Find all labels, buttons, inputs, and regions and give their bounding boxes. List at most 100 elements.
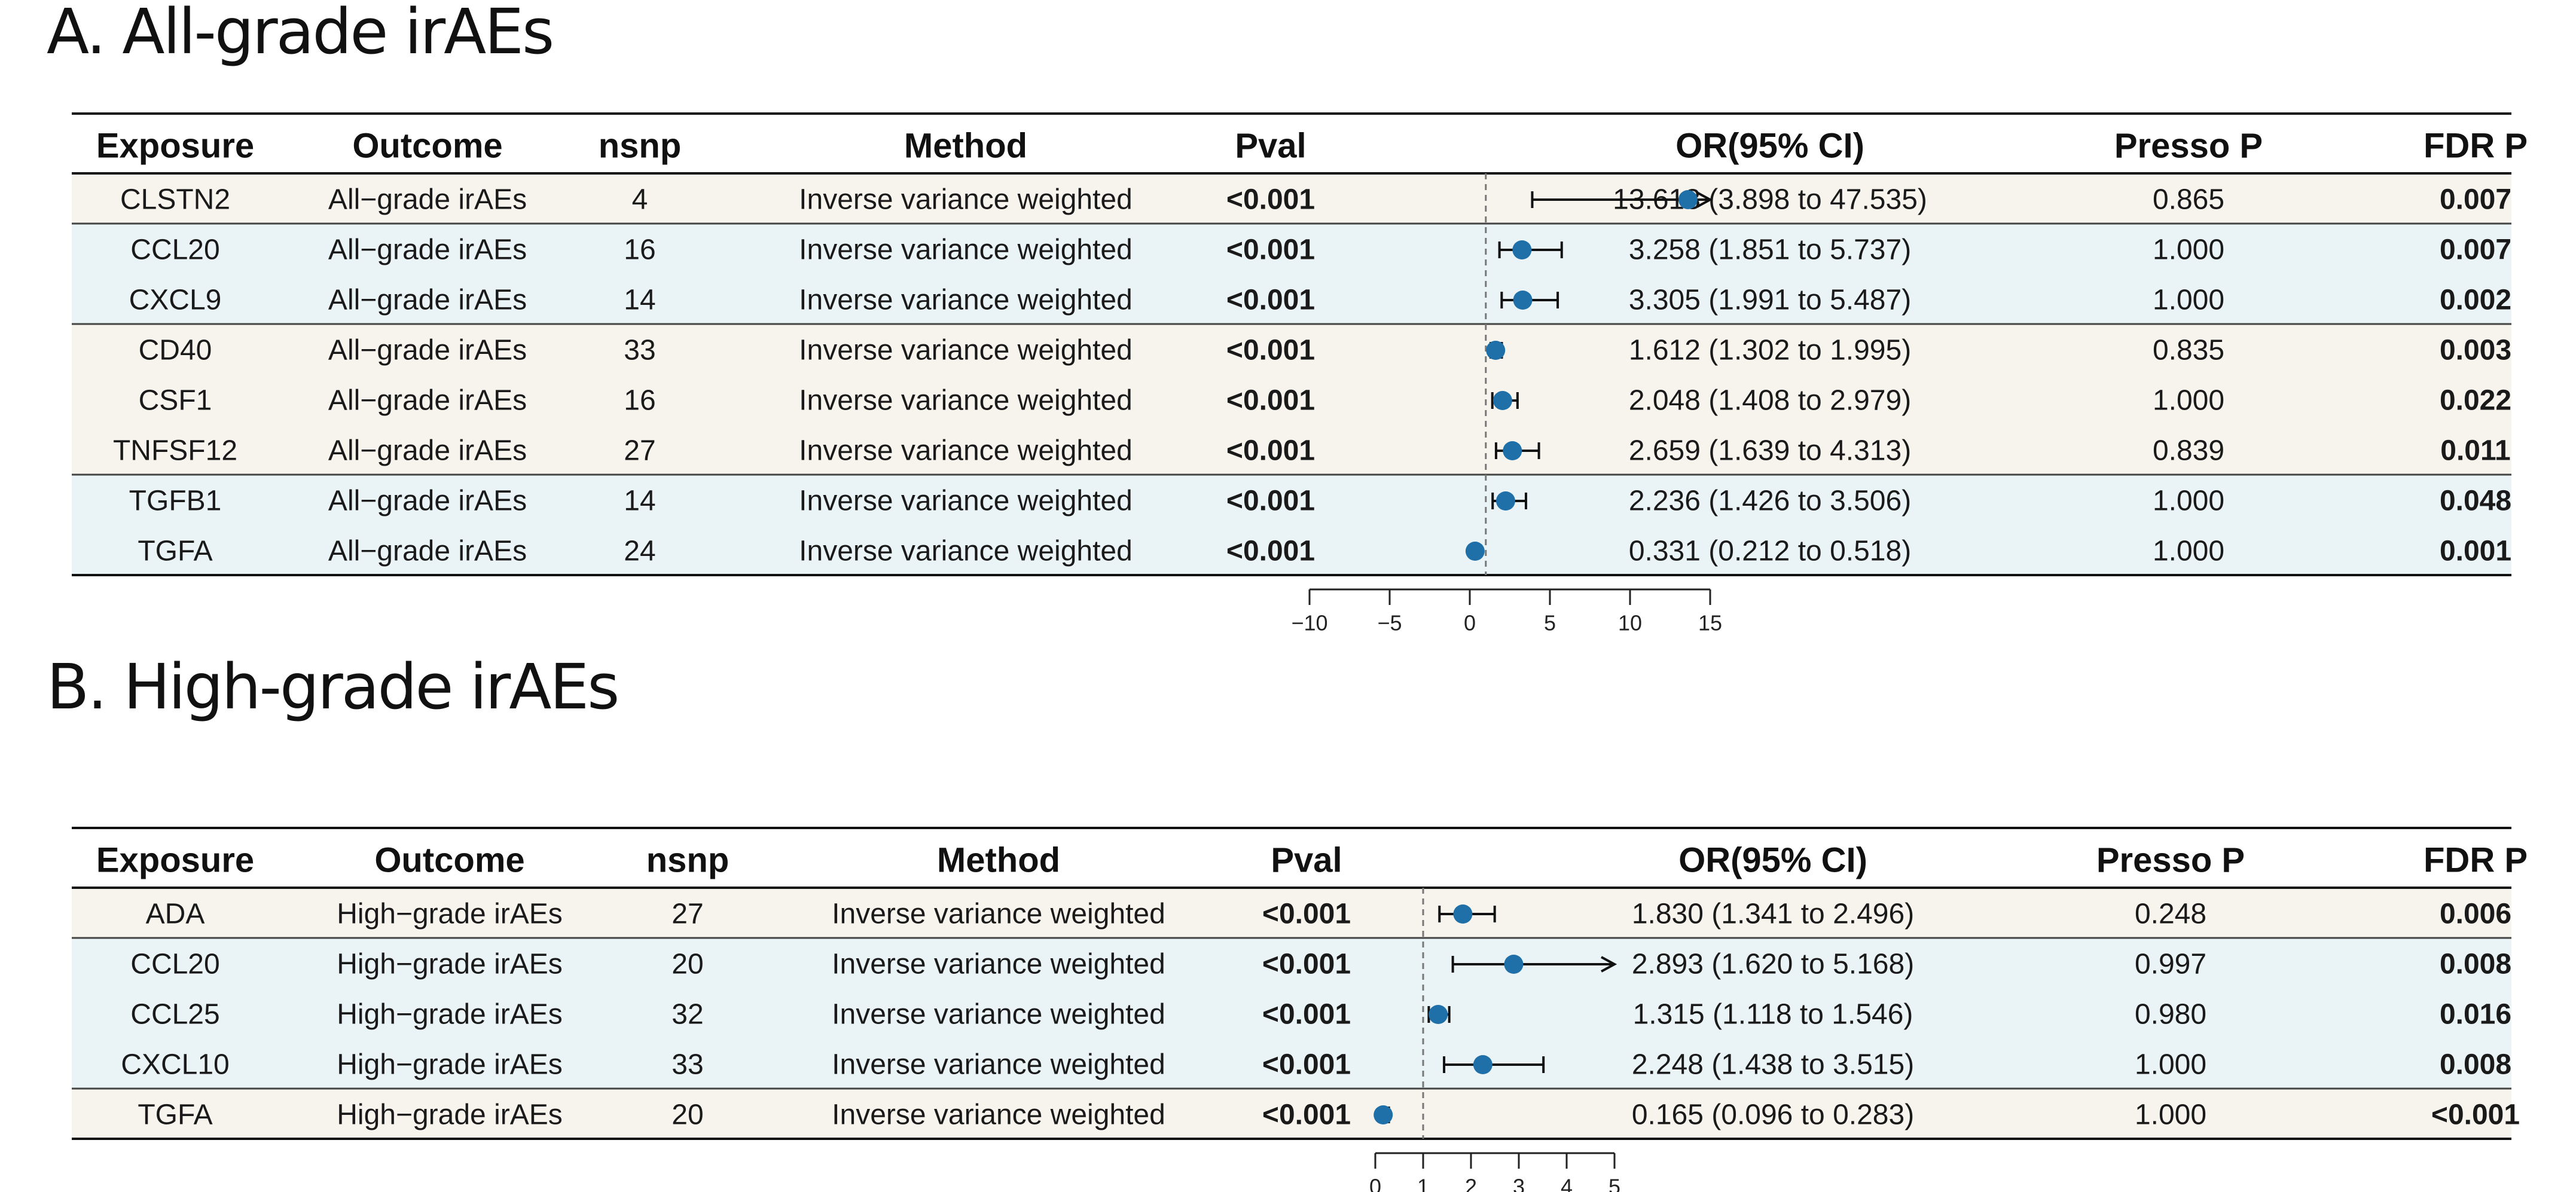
cell-nsnp: 33 [624,335,655,366]
cell-nsnp: 16 [624,385,655,417]
cell-outcome: High−grade irAEs [337,898,563,930]
column-header-or-ci: OR(95% CI) [1678,841,1867,880]
cell-exposure: CD40 [139,335,212,366]
table-row-background [72,938,2511,988]
cell-method: Inverse variance weighted [799,285,1133,316]
cell-nsnp: 27 [624,435,655,467]
table-row: TNFSF12 All−grade irAEs 27 Inverse variance… [113,435,2511,467]
cell-presso: 0.248 [2135,898,2206,930]
cell-exposure: CCL20 [130,234,219,266]
odds-ratio-point [1512,240,1532,259]
panel-b-title: B. High-grade irAEs [47,650,619,723]
cell-pval: <0.001 [1226,184,1315,216]
column-header-outcome: Outcome [374,841,524,880]
cell-outcome: High−grade irAEs [337,1049,563,1081]
cell-or-ci: 1.612 (1.302 to 1.995) [1629,335,1911,366]
table-row-background [72,173,2511,224]
odds-ratio-point [1493,391,1512,410]
x-axis: −10 −5 0 5 10 15 [1291,588,1722,635]
cell-fdr: 0.007 [2440,184,2511,216]
cell-presso: 0.865 [2153,184,2224,216]
cell-fdr: 0.008 [2440,949,2511,980]
cell-or-ci: 0.165 (0.096 to 0.283) [1632,1099,1914,1131]
cell-fdr: 0.003 [2440,335,2511,366]
x-tick-label: 10 [1618,611,1642,635]
cell-outcome: All−grade irAEs [328,285,527,316]
table-row-background [72,224,2511,274]
cell-method: Inverse variance weighted [832,1049,1165,1081]
cell-nsnp: 27 [672,898,703,930]
odds-ratio-point [1504,955,1524,974]
cell-nsnp: 14 [624,285,655,316]
x-tick-label: 4 [1561,1175,1573,1192]
column-header-fdr: FDR P [2424,127,2528,166]
table-row-background [72,274,2511,324]
cell-method: Inverse variance weighted [832,898,1165,930]
cell-pval: <0.001 [1262,999,1351,1031]
cell-nsnp: 16 [624,234,655,266]
cell-outcome: All−grade irAEs [328,184,527,216]
cell-outcome: All−grade irAEs [328,485,527,517]
table-row: CXCL10 High−grade irAEs 33 Inverse variance… [121,1049,2511,1081]
column-header-fdr: FDR P [2424,841,2528,880]
cell-presso: 1.000 [2135,1099,2206,1131]
cell-pval: <0.001 [1226,485,1315,517]
table-row: TGFA All−grade irAEs 24 Inverse variance we… [138,536,2511,567]
cell-nsnp: 14 [624,485,655,517]
cell-or-ci: 1.830 (1.341 to 2.496) [1632,898,1914,930]
cell-nsnp: 4 [632,184,648,216]
cell-method: Inverse variance weighted [799,485,1133,517]
cell-or-ci: 1.315 (1.118 to 1.546) [1633,999,1913,1031]
odds-ratio-point [1374,1105,1393,1124]
cell-outcome: All−grade irAEs [328,234,527,266]
cell-method: Inverse variance weighted [799,234,1133,266]
cell-exposure: TNFSF12 [113,435,237,467]
odds-ratio-point [1429,1005,1448,1024]
odds-ratio-point [1495,491,1515,511]
table-row: CCL20 All−grade irAEs 16 Inverse variance w… [130,234,2511,266]
column-header-presso: Presso P [2114,127,2263,166]
x-tick-label: 5 [1609,1175,1620,1192]
cell-outcome: All−grade irAEs [328,435,527,467]
cell-presso: 1.000 [2153,234,2224,266]
table-row: TGFB1 All−grade irAEs 14 Inverse variance w… [129,485,2511,517]
cell-pval: <0.001 [1262,949,1351,980]
panel-a-table: Exposure Outcome nsnp Method Pval OR(95% CI) P… [72,112,2528,635]
cell-or-ci: 0.331 (0.212 to 0.518) [1629,536,1911,567]
column-header-pval: Pval [1271,841,1342,880]
table-row: TGFA High−grade irAEs 20 Inverse variance w… [138,1099,2520,1131]
table-row-background [72,1038,2511,1089]
panel-a-title: A. All-grade irAEs [47,0,554,68]
cell-exposure: CXCL10 [121,1049,229,1081]
table-row: CD40 All−grade irAEs 33 Inverse variance we… [139,335,2511,366]
table-row: CXCL9 All−grade irAEs 14 Inverse variance w… [129,285,2511,316]
cell-nsnp: 33 [672,1049,703,1081]
cell-exposure: CXCL9 [129,285,222,316]
ci-arrow [1601,956,1617,973]
odds-ratio-point [1678,190,1698,209]
cell-outcome: All−grade irAEs [328,385,527,417]
table-row: ADA High−grade irAEs 27 Inverse variance we… [146,898,2511,930]
cell-presso: 1.000 [2153,536,2224,567]
cell-fdr: 0.008 [2440,1049,2511,1081]
x-tick-label: 5 [1544,611,1556,635]
cell-or-ci: 2.248 (1.438 to 3.515) [1632,1049,1914,1081]
cell-exposure: CCL25 [130,999,219,1031]
cell-or-ci: 3.305 (1.991 to 5.487) [1629,285,1911,316]
table-row: CCL25 High−grade irAEs 32 Inverse variance … [130,999,2511,1031]
cell-presso: 1.000 [2153,285,2224,316]
x-axis: 0 1 2 3 4 5 [1369,1152,1620,1192]
column-header-method: Method [904,127,1027,166]
cell-method: Inverse variance weighted [832,999,1165,1031]
cell-fdr: 0.011 [2440,435,2510,467]
cell-presso: 0.980 [2135,999,2206,1031]
x-tick-label: −5 [1377,611,1402,635]
table-row-background [72,1089,2511,1139]
column-header-pval: Pval [1235,127,1306,166]
column-header-outcome: Outcome [352,127,502,166]
cell-pval: <0.001 [1262,898,1351,930]
table-row-background [72,525,2511,575]
cell-presso: 1.000 [2135,1049,2206,1081]
column-header-exposure: Exposure [96,127,254,166]
cell-outcome: All−grade irAEs [328,335,527,366]
